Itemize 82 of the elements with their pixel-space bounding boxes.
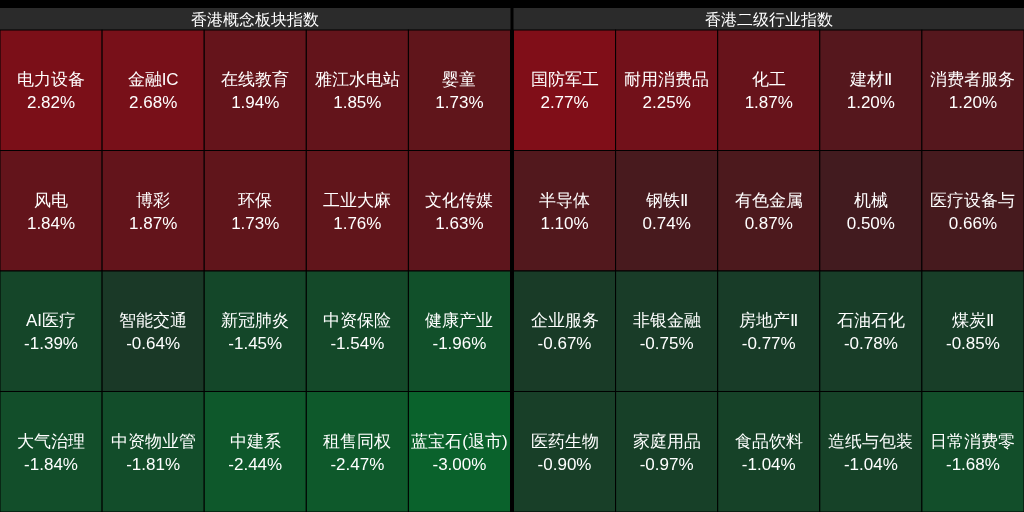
data-label: -1.45% — [228, 334, 283, 354]
text: 香港概念板块指数 — [191, 11, 320, 28]
category-label: 企业服务 — [530, 311, 599, 331]
data-label: 1.87% — [744, 93, 793, 113]
category-label: 中建系 — [229, 431, 281, 451]
data-label: -0.67% — [537, 334, 592, 354]
data-label: -0.97% — [639, 454, 694, 474]
data-label: -3.00% — [432, 454, 487, 474]
data-label: -0.85% — [946, 334, 1000, 354]
data-label: 0.74% — [642, 213, 691, 233]
data-label: 0.87% — [744, 213, 793, 233]
data-label: -1.54% — [330, 334, 385, 354]
category-label: 耐用消费品 — [624, 70, 710, 90]
data-label: 1.76% — [333, 213, 382, 233]
category-label: 雅江水电站 — [314, 70, 400, 90]
category-label: 半导体 — [539, 190, 591, 210]
data-label: 1.20% — [948, 93, 998, 113]
category-label: 博彩 — [136, 190, 171, 210]
category-label: 中资保险 — [323, 311, 392, 331]
data-label: 1.63% — [435, 213, 484, 233]
data-label: 2.68% — [129, 93, 178, 113]
data-label: 1.73% — [435, 93, 484, 113]
category-label: 非银金融 — [632, 311, 701, 331]
category-label: 环保 — [238, 190, 273, 210]
data-label: -1.81% — [126, 454, 181, 474]
category-label: 建材Ⅱ — [848, 70, 892, 90]
category-label: 食品饮料 — [734, 431, 803, 451]
category-label: 煤炭Ⅱ — [951, 311, 994, 331]
data-label: -0.78% — [843, 334, 898, 354]
category-label: 在线教育 — [221, 70, 290, 90]
data-label: 1.20% — [846, 93, 895, 113]
data-label: -1.04% — [843, 454, 898, 474]
category-label: 家庭用品 — [632, 431, 701, 451]
data-label: -0.77% — [741, 334, 796, 354]
data-label: 1.84% — [26, 213, 76, 233]
data-label: -1.04% — [741, 454, 796, 474]
category-label: 大气治理 — [17, 431, 86, 451]
category-label: 房地产Ⅱ — [739, 311, 799, 331]
data-label: -1.84% — [24, 454, 78, 474]
data-label: 2.25% — [642, 93, 691, 113]
data-label: -0.64% — [126, 334, 181, 354]
category-label: 文化传媒 — [425, 190, 494, 210]
category-label: 健康产业 — [425, 311, 494, 331]
category-label: 新冠肺炎 — [221, 311, 290, 331]
data-label: 0.66% — [948, 213, 998, 233]
data-label: 2.77% — [540, 93, 589, 113]
category-label: 国防军工 — [530, 70, 599, 90]
data-label: -1.39% — [24, 334, 78, 354]
category-label: 机械 — [853, 190, 888, 210]
category-label: 风电 — [34, 190, 69, 210]
category-label: 化工 — [751, 70, 786, 90]
category-label: 医药生物 — [530, 431, 599, 451]
category-label: 电力设备 — [17, 70, 86, 90]
data-label: -1.68% — [946, 454, 1000, 474]
category-label: 石油石化 — [836, 311, 905, 331]
data-label: 2.82% — [26, 93, 76, 113]
text: 香港二级行业指数 — [704, 11, 833, 28]
category-label: 工业大麻 — [323, 190, 392, 210]
data-label: 1.10% — [540, 213, 589, 233]
data-label: 1.85% — [333, 93, 382, 113]
data-label: -0.90% — [537, 454, 592, 474]
data-label: -2.47% — [330, 454, 385, 474]
category-label: 金融IC — [127, 70, 179, 90]
category-label: 租售同权 — [323, 431, 392, 451]
category-label: 婴童 — [442, 70, 477, 90]
data-label: 1.94% — [231, 93, 280, 113]
category-label: 蓝宝石(退市) — [411, 431, 508, 451]
category-label: 中资物业管 — [110, 431, 196, 451]
category-label: AI医疗 — [26, 311, 77, 331]
data-label: 1.87% — [129, 213, 178, 233]
data-label: 1.73% — [231, 213, 280, 233]
category-label: 日常消费零 — [930, 431, 1016, 451]
category-label: 消费者服务 — [930, 70, 1016, 90]
data-label: 0.50% — [846, 213, 895, 233]
category-label: 有色金属 — [734, 190, 803, 210]
category-label: 智能交通 — [119, 311, 188, 331]
category-label: 钢铁Ⅱ — [644, 190, 688, 210]
data-label: -0.75% — [639, 334, 694, 354]
data-label: -1.96% — [432, 334, 487, 354]
data-label: -2.44% — [228, 454, 283, 474]
category-label: 造纸与包装 — [828, 431, 914, 451]
category-label: 医疗设备与 — [930, 190, 1016, 210]
